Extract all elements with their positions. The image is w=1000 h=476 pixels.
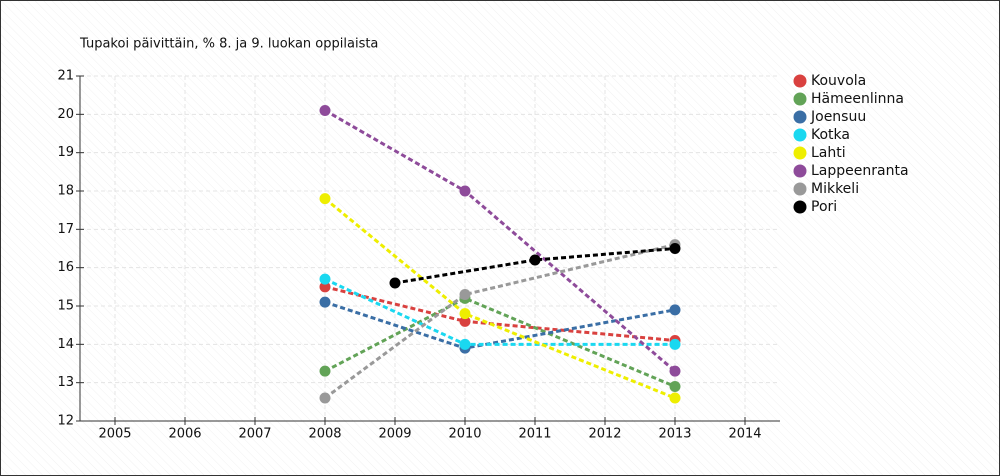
legend-swatch bbox=[793, 182, 807, 196]
x-tick-label: 2007 bbox=[238, 427, 271, 442]
legend-swatch bbox=[793, 74, 807, 88]
data-point bbox=[459, 315, 471, 327]
data-point bbox=[319, 105, 331, 116]
data-point bbox=[669, 392, 681, 404]
data-point bbox=[319, 392, 331, 404]
data-point bbox=[669, 365, 681, 377]
legend-swatch bbox=[793, 200, 807, 214]
data-point bbox=[319, 273, 331, 285]
series-line bbox=[324, 197, 676, 400]
data-point bbox=[319, 365, 331, 377]
data-point bbox=[459, 308, 471, 320]
y-tick-label: 20 bbox=[57, 107, 74, 122]
data-point bbox=[319, 296, 331, 308]
legend-label: Kotka bbox=[811, 127, 850, 143]
chart-title: Tupakoi päivittäin, % 8. ja 9. luokan op… bbox=[79, 37, 378, 52]
legend-label: Kouvola bbox=[811, 73, 866, 89]
legend-label: Mikkeli bbox=[811, 181, 859, 197]
series-line bbox=[324, 243, 676, 400]
series-line bbox=[324, 296, 676, 388]
legend-swatch bbox=[793, 110, 807, 124]
data-point bbox=[669, 338, 681, 350]
data-point bbox=[669, 304, 681, 316]
y-tick-label: 16 bbox=[57, 260, 74, 275]
legend-label: Hämeenlinna bbox=[811, 91, 904, 107]
data-point bbox=[389, 277, 401, 289]
data-point bbox=[459, 289, 471, 300]
data-point bbox=[669, 381, 681, 392]
y-tick-label: 21 bbox=[57, 69, 74, 84]
data-point bbox=[459, 185, 471, 197]
data-point bbox=[529, 254, 541, 266]
legend-swatch bbox=[793, 92, 807, 106]
x-tick-label: 2008 bbox=[308, 427, 341, 442]
x-tick-label: 2012 bbox=[588, 427, 621, 442]
data-point bbox=[669, 243, 681, 254]
legend-label: Joensuu bbox=[810, 109, 866, 125]
x-tick-label: 2011 bbox=[518, 427, 551, 442]
legend-label: Pori bbox=[811, 199, 837, 215]
data-point bbox=[459, 338, 471, 350]
legend-swatch bbox=[793, 146, 807, 160]
x-tick-label: 2014 bbox=[728, 427, 761, 442]
x-tick-label: 2005 bbox=[98, 427, 131, 442]
y-tick-label: 18 bbox=[57, 184, 74, 199]
y-tick-label: 17 bbox=[57, 222, 74, 237]
data-point bbox=[319, 281, 331, 293]
legend-swatch bbox=[793, 164, 807, 178]
legend-label: Lahti bbox=[811, 145, 846, 161]
y-tick-label: 14 bbox=[57, 337, 74, 352]
legend-swatch bbox=[793, 128, 807, 142]
x-tick-label: 2009 bbox=[378, 427, 411, 442]
data-point bbox=[319, 193, 331, 205]
y-tick-label: 13 bbox=[57, 375, 74, 390]
y-tick-label: 15 bbox=[57, 299, 74, 314]
x-tick-label: 2010 bbox=[448, 427, 481, 442]
legend-label: Lappeenranta bbox=[811, 163, 909, 179]
x-tick-label: 2013 bbox=[658, 427, 691, 442]
y-tick-label: 19 bbox=[57, 145, 74, 160]
x-tick-label: 2006 bbox=[168, 427, 201, 442]
series-line bbox=[394, 247, 676, 285]
y-tick-label: 12 bbox=[57, 414, 74, 429]
